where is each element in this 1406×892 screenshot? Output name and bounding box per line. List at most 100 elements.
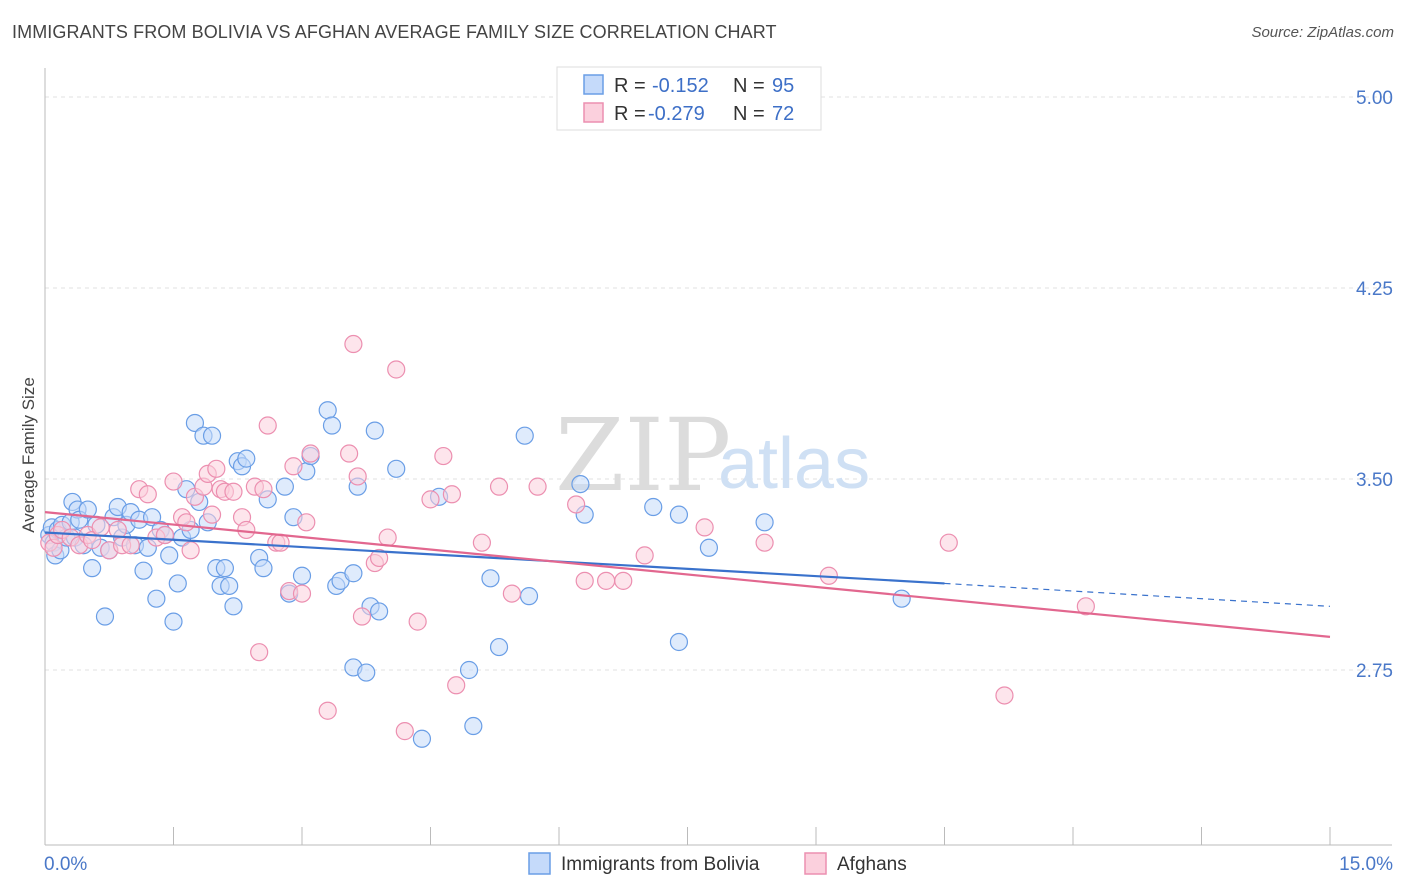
point-afghans (207, 459, 226, 478)
point-afghans (254, 480, 273, 499)
point-bolivia (515, 426, 534, 445)
point-afghans (939, 533, 958, 552)
point-afghans (395, 722, 414, 741)
point-afghans (614, 571, 633, 590)
point-bolivia (164, 612, 183, 631)
point-bolivia (892, 589, 911, 608)
point-afghans (340, 444, 359, 463)
point-afghans (91, 518, 110, 537)
point-afghans (352, 607, 372, 626)
point-afghans (292, 584, 312, 603)
stats-legend: R = -0.152 N = 95 R = -0.279 N = 72 (556, 66, 822, 131)
bottom-legend-swatch-bolivia (528, 852, 551, 875)
point-bolivia (185, 413, 205, 433)
y-tick-label: 4.25 (1356, 279, 1393, 300)
watermark-zip: ZIP (555, 397, 731, 514)
point-afghans (250, 643, 269, 662)
point-afghans (344, 334, 363, 354)
point-bolivia (322, 416, 342, 435)
x-tick-labels: 0.0% 15.0% (44, 854, 1393, 875)
gridlines (45, 96, 1392, 671)
trend-lines (44, 511, 1331, 638)
point-bolivia (571, 474, 590, 494)
trend-line-extension-bolivia (944, 582, 1331, 607)
legend-r-label-bolivia: R = (614, 75, 646, 97)
point-afghans (995, 686, 1014, 705)
point-afghans (421, 490, 440, 509)
point-bolivia (464, 716, 483, 736)
point-bolivia (412, 729, 432, 748)
point-bolivia (95, 607, 115, 626)
point-afghans (387, 360, 406, 379)
legend-swatch-bolivia (583, 74, 604, 95)
y-tick-labels: 2.75 3.50 4.25 5.00 (1356, 88, 1393, 682)
point-afghans (164, 472, 183, 491)
point-afghans (695, 518, 714, 537)
point-bolivia (215, 559, 234, 578)
series-bolivia (40, 401, 911, 748)
point-afghans (378, 528, 397, 547)
point-afghans (237, 520, 256, 540)
point-bolivia (160, 546, 179, 565)
point-bolivia (669, 505, 689, 524)
point-afghans (528, 477, 547, 496)
point-bolivia (459, 660, 479, 680)
point-bolivia (644, 497, 663, 517)
legend-n-value-bolivia: 95 (772, 75, 794, 97)
series-afghans (40, 334, 1095, 741)
point-afghans (318, 701, 337, 720)
legend-n-label-bolivia: N = (733, 75, 765, 97)
point-bolivia (134, 561, 153, 580)
point-bolivia (699, 538, 719, 557)
point-bolivia (275, 477, 294, 496)
point-afghans (121, 536, 140, 555)
x-tick-label: 0.0% (44, 854, 87, 875)
trend-line-afghans (44, 511, 1331, 638)
point-bolivia (481, 569, 500, 588)
y-tick-label: 5.00 (1356, 88, 1393, 109)
bottom-legend-label-afghans: Afghans (837, 854, 907, 875)
axes (44, 68, 1392, 846)
point-afghans (155, 525, 175, 545)
point-bolivia (489, 637, 509, 657)
point-bolivia (78, 500, 97, 519)
point-bolivia (168, 574, 187, 593)
y-tick-label: 2.75 (1356, 661, 1393, 682)
trend-line-bolivia (44, 531, 945, 585)
point-bolivia (519, 587, 539, 606)
chart-title: IMMIGRANTS FROM BOLIVIA VS AFGHAN AVERAG… (12, 22, 777, 42)
point-afghans (502, 584, 521, 603)
y-axis-title: Average Family Size (19, 377, 38, 533)
legend-r-label-afghans: R = (614, 103, 646, 125)
point-afghans (370, 548, 389, 568)
y-tick-label: 3.50 (1356, 470, 1393, 491)
point-bolivia (669, 632, 689, 652)
point-afghans (138, 485, 157, 504)
point-bolivia (365, 421, 384, 440)
legend-n-label-afghans: N = (733, 103, 765, 125)
x-tick-label: 15.0% (1339, 854, 1393, 875)
point-afghans (348, 467, 367, 486)
point-afghans (408, 612, 427, 631)
point-afghans (489, 477, 509, 496)
point-afghans (297, 513, 316, 532)
legend-r-value-afghans: -0.279 (648, 103, 705, 125)
point-afghans (177, 513, 196, 532)
point-afghans (271, 533, 290, 552)
watermark: ZIP atlas (555, 397, 870, 514)
legend-swatch-afghans (583, 102, 604, 123)
point-bolivia (318, 401, 337, 420)
point-afghans (635, 546, 654, 565)
point-afghans (472, 533, 491, 552)
point-afghans (301, 444, 320, 463)
point-bolivia (292, 566, 312, 585)
point-afghans (447, 676, 466, 695)
bottom-legend-swatch-afghans (804, 852, 827, 875)
legend-n-value-afghans: 72 (772, 103, 794, 125)
point-bolivia (755, 513, 774, 532)
point-afghans (434, 446, 453, 466)
point-afghans (575, 571, 594, 590)
point-bolivia (237, 449, 256, 468)
point-afghans (224, 482, 243, 501)
